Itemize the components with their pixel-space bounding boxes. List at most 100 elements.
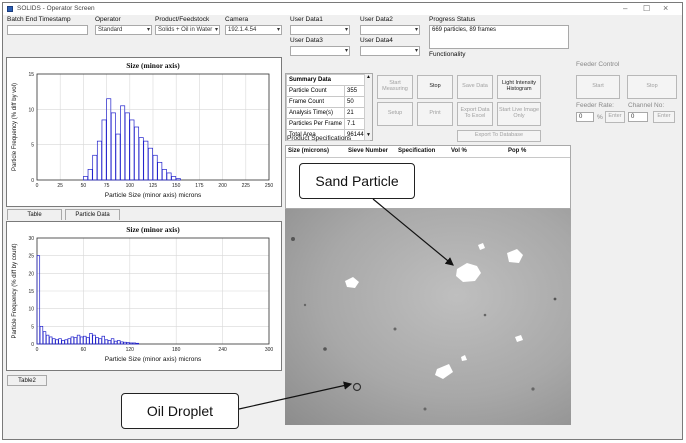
oil-droplet bbox=[352, 382, 362, 392]
batch-end-label: Batch End Timestamp bbox=[7, 16, 71, 23]
rate-enter-button[interactable]: Enter bbox=[605, 111, 625, 123]
bar bbox=[98, 338, 102, 345]
oil-droplet-callout: Oil Droplet bbox=[121, 393, 239, 429]
x-tick-label: 180 bbox=[172, 347, 181, 353]
x-tick-label: 240 bbox=[218, 347, 227, 353]
print-button[interactable]: Print bbox=[417, 102, 453, 126]
y-tick-label: 0 bbox=[31, 342, 34, 348]
export-database-button[interactable]: Export To Database bbox=[457, 130, 541, 142]
bar bbox=[61, 340, 65, 345]
user-data4-label: User Data4 bbox=[360, 37, 393, 44]
table-row: Total Area 961440 bbox=[285, 129, 371, 141]
camera-select[interactable]: 192.1.4.54 bbox=[225, 25, 282, 35]
feeder-rate-input[interactable]: 0 bbox=[576, 112, 594, 122]
bar bbox=[52, 338, 56, 345]
bar bbox=[101, 335, 106, 345]
scroll-up-icon[interactable]: ▲ bbox=[366, 74, 371, 80]
bar bbox=[171, 176, 177, 181]
sand-arrow bbox=[372, 198, 454, 266]
product-label: Product/Feedstock bbox=[155, 16, 210, 23]
bar bbox=[73, 337, 78, 345]
x-tick-label: 25 bbox=[57, 183, 63, 189]
tab-table2[interactable]: Table2 bbox=[7, 375, 47, 386]
user-data1-select[interactable] bbox=[290, 25, 350, 35]
bar bbox=[79, 336, 84, 345]
sand-particle bbox=[461, 355, 467, 361]
y-tick-label: 25 bbox=[28, 254, 34, 260]
chart2-svg: Size (minor axis) 0 60 120 180 240 300 0 5 10 15 20… bbox=[12, 225, 274, 363]
channel-enter-button[interactable]: Enter bbox=[653, 111, 675, 123]
bar bbox=[129, 342, 133, 345]
close-button[interactable]: × bbox=[663, 3, 669, 13]
bar bbox=[124, 112, 130, 181]
chart-title: Size (minor axis) bbox=[126, 61, 180, 70]
summary-scrollbar[interactable]: ▲ ▼ bbox=[364, 74, 372, 140]
x-tick-label: 225 bbox=[242, 183, 251, 189]
channel-no-input[interactable]: 0 bbox=[628, 112, 648, 122]
x-tick-label: 60 bbox=[81, 347, 87, 353]
oil-droplet bbox=[423, 407, 427, 411]
oil-droplet bbox=[393, 327, 397, 331]
bar bbox=[92, 334, 96, 345]
operator-select[interactable]: Standard bbox=[95, 25, 152, 35]
user-data2-select[interactable] bbox=[360, 25, 420, 35]
feeder-stop-button[interactable]: Stop bbox=[627, 75, 677, 99]
stop-button[interactable]: Stop bbox=[417, 75, 453, 99]
user-data4-select[interactable] bbox=[360, 46, 420, 56]
sand-particle-callout: Sand Particle bbox=[299, 163, 415, 199]
start-measuring-button[interactable]: Start Measuring bbox=[377, 75, 413, 99]
title-bar: SOLIDS - Operator Screen – ☐ × bbox=[3, 3, 682, 15]
x-tick-label: 120 bbox=[126, 347, 135, 353]
oil-droplet bbox=[291, 237, 295, 241]
product-specs-label: Product Specifications bbox=[287, 135, 352, 142]
setup-button[interactable]: Setup bbox=[377, 102, 413, 126]
bar bbox=[104, 339, 109, 345]
app-icon bbox=[7, 6, 13, 12]
spec-header-rule bbox=[286, 157, 570, 158]
x-tick-label: 250 bbox=[265, 183, 274, 189]
bar bbox=[70, 336, 75, 345]
chart-title: Size (minor axis) bbox=[126, 225, 180, 234]
start-live-image-button[interactable]: Start Live Image Only bbox=[497, 102, 541, 126]
bar bbox=[83, 335, 87, 345]
bar bbox=[67, 338, 71, 345]
user-data3-select[interactable] bbox=[290, 46, 350, 56]
sand-particle bbox=[435, 364, 453, 379]
x-tick-label: 300 bbox=[265, 347, 274, 353]
y-tick-label: 30 bbox=[28, 236, 34, 242]
export-excel-button[interactable]: Export Data To Excel bbox=[457, 102, 493, 126]
oil-droplet bbox=[323, 347, 327, 351]
scroll-down-icon[interactable]: ▼ bbox=[366, 132, 371, 138]
product-select[interactable]: Solids + Oil in Water bbox=[155, 25, 220, 35]
batch-end-field[interactable] bbox=[7, 25, 88, 35]
channel-no-label: Channel No: bbox=[628, 102, 665, 109]
minimize-button[interactable]: – bbox=[623, 4, 628, 13]
maximize-button[interactable]: ☐ bbox=[643, 4, 651, 13]
x-tick-label: 175 bbox=[195, 183, 204, 189]
y-tick-label: 5 bbox=[31, 324, 34, 330]
feeder-start-button[interactable]: Start bbox=[576, 75, 620, 99]
light-intensity-button[interactable]: Light Intensity Histogram bbox=[497, 75, 541, 99]
particle-image-svg bbox=[291, 237, 557, 411]
bar bbox=[120, 105, 126, 181]
operator-label: Operator bbox=[95, 16, 121, 23]
bar bbox=[39, 325, 44, 345]
summary-grid: Summary Data Particle Count 355 Frame Cou… bbox=[285, 74, 371, 141]
chart1-panel: Size (minor axis) 0 25 50 75 100 125 150 175 200 2… bbox=[6, 57, 282, 207]
y-tick-label: 10 bbox=[28, 107, 34, 113]
callout-arrows bbox=[238, 198, 454, 410]
x-tick-label: 0 bbox=[36, 347, 39, 353]
col-pop: Pop % bbox=[508, 148, 527, 154]
chart2-panel: Size (minor axis) 0 60 120 180 240 300 0 5 10 15 20… bbox=[6, 221, 282, 371]
bar bbox=[95, 337, 99, 345]
bar bbox=[96, 140, 102, 181]
bar bbox=[161, 169, 167, 181]
tab-table[interactable]: Table bbox=[7, 209, 62, 220]
bar bbox=[138, 137, 144, 181]
y-tick-label: 20 bbox=[28, 271, 34, 277]
tab-particle-data[interactable]: Particle Data bbox=[65, 209, 120, 220]
save-data-button[interactable]: Save Data bbox=[457, 75, 493, 99]
bar bbox=[157, 161, 163, 181]
x-tick-label: 125 bbox=[149, 183, 158, 189]
